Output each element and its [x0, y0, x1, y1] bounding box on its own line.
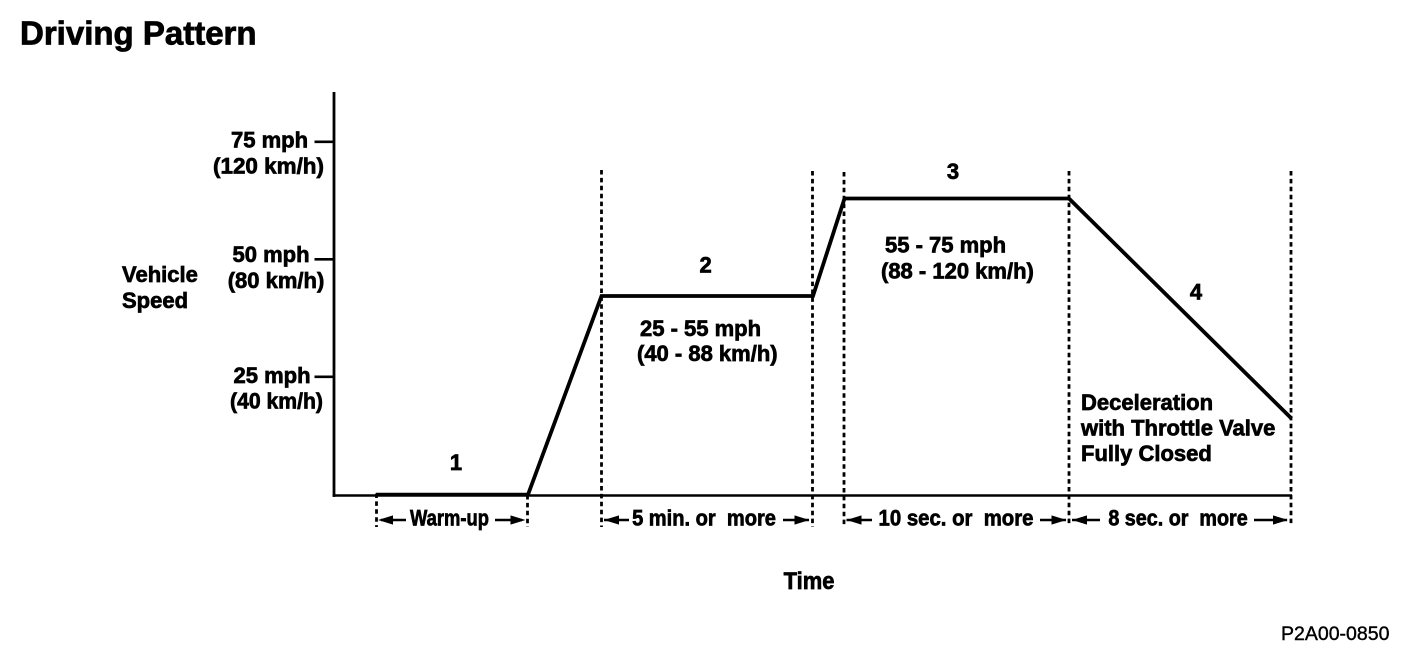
svg-text:10 sec. or more: 10 sec. or more [879, 507, 1034, 531]
svg-text:75 mph: 75 mph [231, 128, 308, 153]
svg-text:Time: Time [784, 567, 835, 594]
svg-text:4: 4 [1190, 280, 1203, 305]
svg-text:25 - 55 mph: 25 - 55 mph [640, 316, 761, 341]
svg-text:(88 - 120 km/h): (88 - 120 km/h) [881, 259, 1034, 284]
svg-text:Vehicle: Vehicle [122, 262, 198, 287]
svg-text:Warm-up: Warm-up [410, 507, 489, 531]
svg-text:50 mph: 50 mph [232, 242, 309, 267]
svg-text:5 min. or more: 5 min. or more [632, 507, 776, 531]
svg-text:Speed: Speed [122, 288, 188, 313]
svg-text:8 sec. or more: 8 sec. or more [1108, 507, 1247, 531]
svg-text:1: 1 [450, 450, 462, 475]
svg-text:3: 3 [947, 159, 959, 184]
svg-text:Fully Closed: Fully Closed [1081, 441, 1212, 466]
svg-text:Deceleration: Deceleration [1081, 390, 1213, 415]
svg-text:(40 km/h): (40 km/h) [230, 388, 323, 413]
svg-text:55 - 75 mph: 55 - 75 mph [885, 233, 1006, 258]
svg-text:(40 - 88 km/h): (40 - 88 km/h) [637, 341, 778, 366]
svg-text:(80 km/h): (80 km/h) [228, 268, 325, 293]
svg-text:(120 km/h): (120 km/h) [213, 154, 324, 179]
svg-text:2: 2 [699, 253, 711, 278]
svg-text:with Throttle Valve: with Throttle Valve [1080, 416, 1275, 441]
svg-text:Driving Pattern: Driving Pattern [20, 15, 257, 52]
svg-text:25 mph: 25 mph [233, 363, 310, 388]
svg-text:P2A00-0850: P2A00-0850 [1281, 623, 1390, 645]
